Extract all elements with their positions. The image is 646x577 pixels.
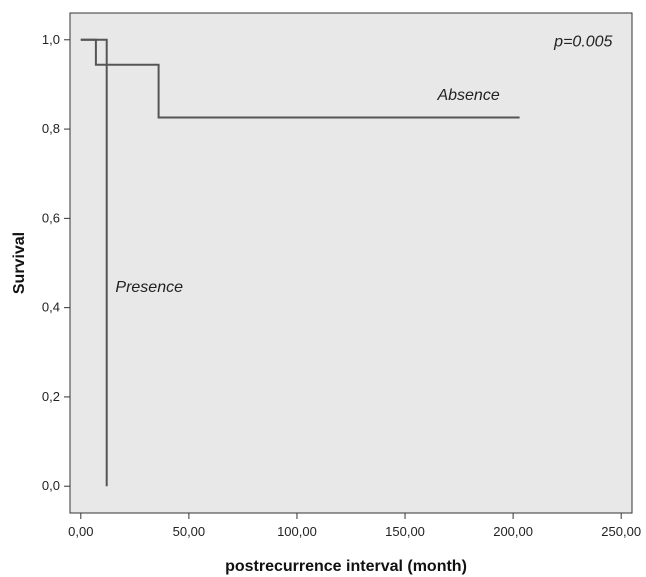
series-layer (80, 38, 520, 487)
y-tick-label: 0,8 (42, 121, 60, 136)
plot-area (69, 12, 633, 514)
x-tick-label: 100,00 (277, 524, 317, 539)
annotation-label: Absence (436, 87, 499, 104)
x-axis-title: postrecurrence interval (month) (225, 558, 467, 575)
annotation-label: p=0.005 (553, 33, 612, 50)
annotation-layer: p=0.005 Absence Presence (115, 33, 612, 296)
y-tick-label: 0,4 (42, 300, 60, 315)
y-tick-label: 0,2 (42, 389, 60, 404)
x-tick-label: 200,00 (493, 524, 533, 539)
y-tick-label: 1,0 (42, 32, 60, 47)
y-axis-title: Survival (11, 232, 28, 294)
axes-layer: 0,0 0,2 0,4 0,6 0,8 1,0 0,00 50,00 100,00 150,00 2… (42, 32, 641, 539)
y-tick-label: 0,6 (42, 210, 60, 225)
x-tick-label: 250,00 (601, 524, 641, 539)
x-tick-label: 150,00 (385, 524, 425, 539)
y-tick-label: 0,0 (42, 478, 60, 493)
annotation-label: Presence (115, 279, 183, 296)
series-line-presence (80, 38, 108, 487)
x-tick-label: 50,00 (173, 524, 206, 539)
x-tick-label: 0,00 (68, 524, 93, 539)
